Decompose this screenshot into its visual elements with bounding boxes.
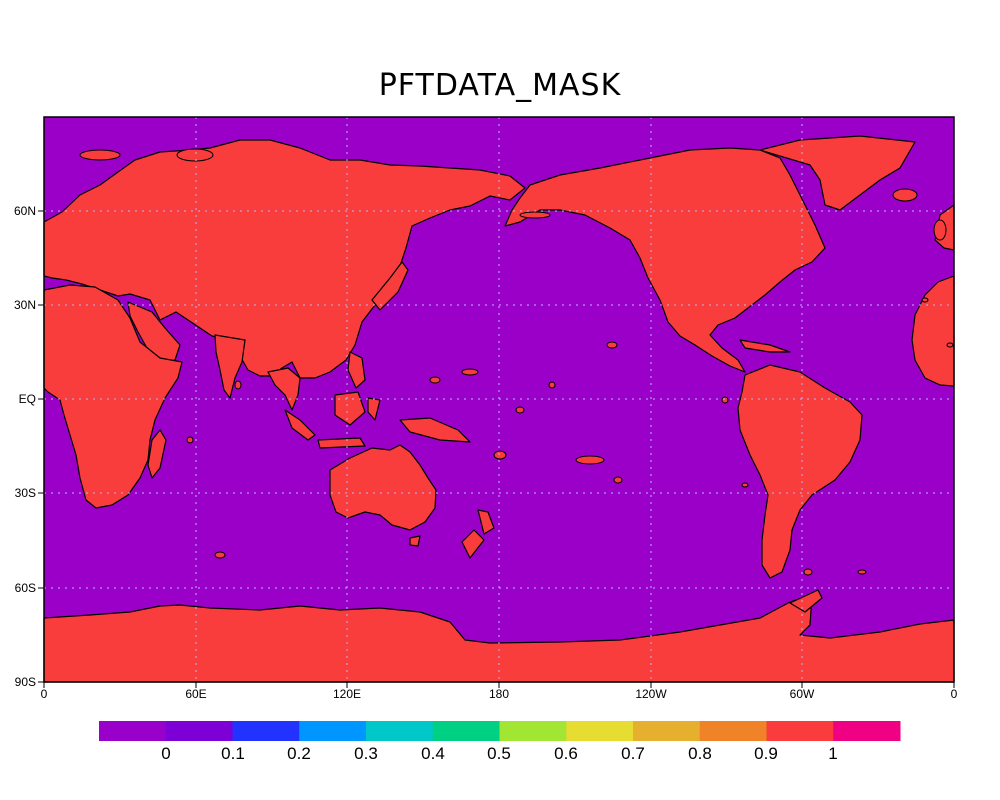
island-galapagos bbox=[721, 396, 729, 404]
colorbar-swatch-8 bbox=[633, 721, 701, 741]
island-svalbard bbox=[176, 148, 214, 162]
lon-label-4: 120W bbox=[635, 687, 667, 701]
lon-label-6: 0 bbox=[951, 687, 958, 701]
colorbar-label-6: 0.6 bbox=[554, 744, 578, 763]
island-falklands bbox=[803, 568, 813, 576]
colorbar-label-4: 0.4 bbox=[421, 744, 445, 763]
island-cluster-1 bbox=[461, 368, 479, 376]
island-hawaii bbox=[606, 341, 618, 349]
island-cluster-2 bbox=[515, 406, 525, 414]
colorbar-label-3: 0.3 bbox=[354, 744, 378, 763]
colorbar-label-2: 0.2 bbox=[287, 744, 311, 763]
land-new-zealand-south bbox=[461, 529, 485, 559]
island-cluster-7 bbox=[613, 476, 623, 484]
lon-label-5: 60W bbox=[790, 687, 815, 701]
colorbar-swatch-10 bbox=[766, 721, 834, 741]
land-antarctica bbox=[43, 594, 955, 683]
lon-labels: 0 60E 120E 180 120W 60W 0 bbox=[41, 687, 958, 701]
lat-label-90s: 90S bbox=[15, 675, 36, 689]
island-south-georgia bbox=[857, 569, 867, 575]
land-japan bbox=[371, 261, 409, 311]
island-easter bbox=[741, 482, 749, 488]
colorbar-swatch-1 bbox=[165, 721, 233, 741]
graticule bbox=[44, 117, 954, 682]
land-new-guinea bbox=[399, 417, 471, 443]
colorbar-label-7: 0.7 bbox=[621, 744, 645, 763]
land-madagascar bbox=[147, 429, 167, 479]
lon-label-3: 180 bbox=[489, 687, 509, 701]
colorbar-labels: 0 0.1 0.2 0.3 0.4 0.5 0.6 0.7 0.8 0.9 1 bbox=[161, 744, 837, 763]
colorbar-swatch-7 bbox=[566, 721, 634, 741]
colorbar-swatch-4 bbox=[366, 721, 434, 741]
colorbar-swatch-5 bbox=[432, 721, 500, 741]
lon-axis bbox=[43, 682, 955, 688]
land-europe-east-edge bbox=[911, 275, 955, 387]
lat-label-60n: 60N bbox=[14, 204, 36, 218]
colorbar-swatch-9 bbox=[699, 721, 767, 741]
land-philippines bbox=[347, 351, 366, 389]
lat-label-30s: 30S bbox=[15, 486, 36, 500]
land-south-america bbox=[737, 364, 863, 579]
land-tasmania bbox=[409, 535, 421, 547]
island-canaries bbox=[946, 342, 954, 348]
island-aleutians bbox=[519, 211, 551, 219]
land-java bbox=[317, 437, 366, 449]
islands-layer bbox=[79, 148, 954, 576]
lat-label-60s: 60S bbox=[15, 581, 36, 595]
colorbar-label-10: 1 bbox=[828, 744, 837, 763]
colorbar-label-8: 0.8 bbox=[688, 744, 712, 763]
land-borneo bbox=[334, 391, 366, 426]
land-layer bbox=[43, 135, 955, 683]
lat-label-30n: 30N bbox=[14, 298, 36, 312]
lon-label-1: 60E bbox=[185, 687, 206, 701]
colorbar-label-9: 0.9 bbox=[754, 744, 778, 763]
land-india bbox=[214, 334, 246, 399]
island-sri-lanka bbox=[234, 380, 242, 390]
land-indochina bbox=[267, 367, 301, 411]
island-cluster-6 bbox=[429, 376, 441, 384]
island-cluster-5 bbox=[493, 450, 507, 460]
colorbar-swatch-6 bbox=[499, 721, 567, 741]
land-africa bbox=[43, 284, 183, 509]
island-iceland bbox=[892, 188, 918, 202]
land-antarctic-peninsula bbox=[789, 589, 823, 613]
colorbar-label-0: 0 bbox=[161, 744, 170, 763]
island-britain bbox=[933, 219, 947, 241]
colorbar-swatch-2 bbox=[232, 721, 300, 741]
colorbar-label-5: 0.5 bbox=[487, 744, 511, 763]
colorbar-swatch-0 bbox=[99, 721, 167, 741]
chart-title: PFTDATA_MASK bbox=[378, 68, 622, 103]
colorbar-swatch-3 bbox=[299, 721, 367, 741]
lon-label-2: 120E bbox=[333, 687, 361, 701]
island-cluster-4 bbox=[548, 381, 556, 389]
lat-label-eq: EQ bbox=[19, 392, 36, 406]
land-sulawesi bbox=[367, 397, 381, 421]
land-north-america bbox=[504, 147, 826, 373]
island-cluster-3 bbox=[575, 455, 605, 465]
island-mauritius bbox=[186, 436, 194, 444]
land-new-zealand-north bbox=[477, 509, 495, 535]
lat-labels: 60N 30N EQ 30S 60S 90S bbox=[14, 204, 36, 689]
land-cuba bbox=[739, 339, 791, 353]
island-kerguelen bbox=[214, 551, 226, 559]
island-azores bbox=[921, 297, 929, 303]
island-novaya bbox=[79, 149, 121, 161]
colorbar-label-1: 0.1 bbox=[221, 744, 245, 763]
land-greenland bbox=[759, 135, 916, 211]
land-australia bbox=[329, 444, 437, 531]
lat-axis bbox=[38, 210, 44, 683]
colorbar-swatch-11 bbox=[833, 721, 901, 741]
lon-label-0: 0 bbox=[41, 687, 48, 701]
land-sumatra bbox=[284, 409, 316, 441]
colorbar bbox=[99, 721, 901, 741]
